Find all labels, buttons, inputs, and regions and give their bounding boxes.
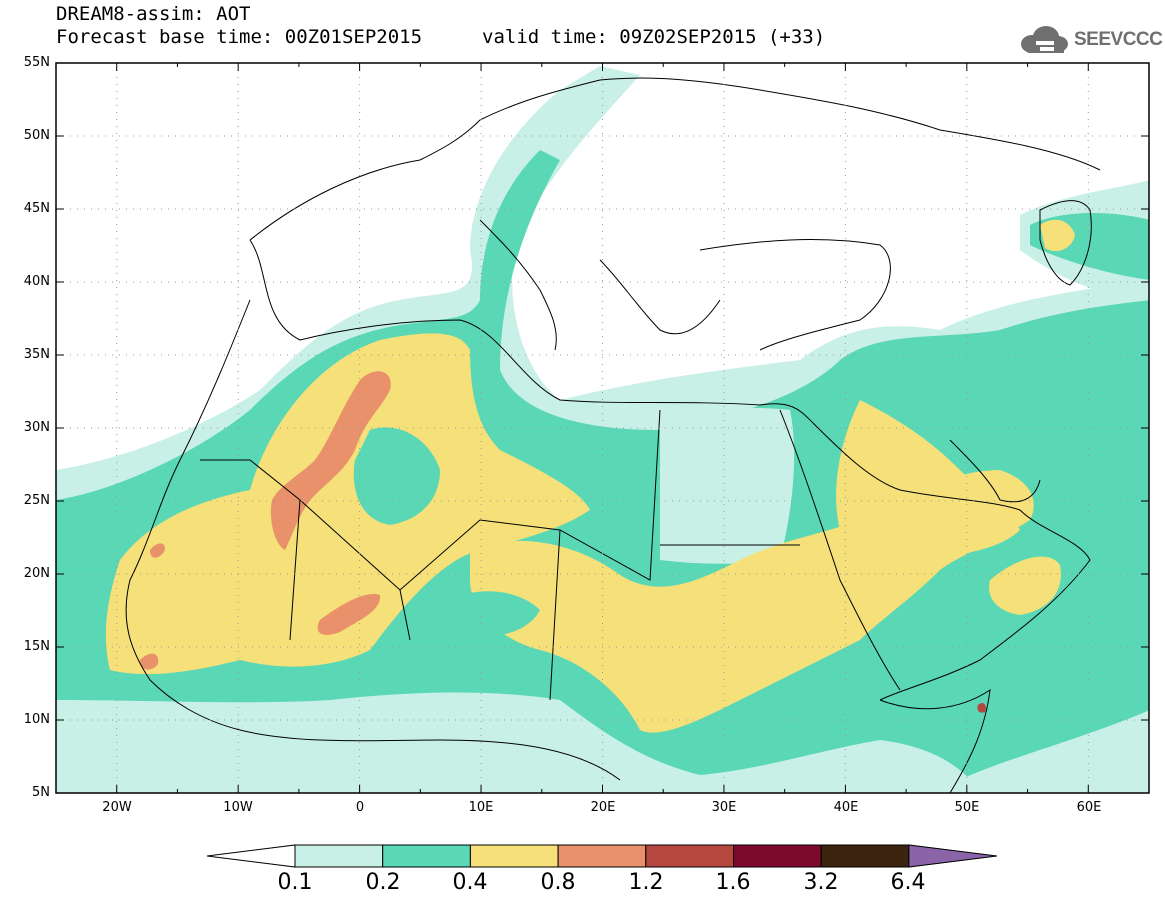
lon-label: 10E — [468, 800, 494, 815]
colorbar-label: 1.2 — [628, 870, 664, 895]
aot-clear-patch-2 — [450, 591, 540, 637]
lat-label: 15N — [23, 639, 50, 654]
border-africa-2 — [289, 499, 800, 701]
aot-band-0.4-caspian — [1040, 219, 1075, 252]
lon-label: 10W — [223, 800, 253, 815]
border-africa-1 — [200, 409, 661, 591]
valid-time: valid time: 09Z02SEP2015 (+33) — [482, 26, 826, 48]
colorbar-swatch — [469, 844, 559, 868]
lon-label: 30E — [711, 800, 737, 815]
coastlines — [125, 77, 1101, 793]
aot-band-0.4-arabia — [836, 400, 1020, 560]
colorbar-swatch — [294, 844, 384, 868]
lon-label: 40E — [833, 800, 859, 815]
aot-clear-patch — [353, 427, 440, 525]
colorbar-swatch — [557, 844, 647, 868]
colorbar-label: 6.4 — [890, 870, 926, 895]
lon-label: 0 — [355, 800, 365, 815]
coast-europe — [249, 77, 1101, 241]
lon-label: 50E — [954, 800, 980, 815]
colorbar-swatch — [382, 844, 471, 868]
coast-greece — [599, 259, 721, 335]
seevccc-logo: SEEVCCC — [1018, 22, 1163, 58]
coast-persiangulf — [949, 439, 1041, 503]
forecast-base-time: Forecast base time: 00Z01SEP2015 — [56, 26, 423, 48]
aot-clear-egypt — [660, 408, 795, 564]
lat-label: 55N — [23, 55, 50, 70]
lat-label: 10N — [23, 712, 50, 727]
aot-band-0.8-senegal — [140, 653, 159, 670]
lat-label: 50N — [23, 128, 50, 143]
colorbar-swatch — [820, 844, 910, 868]
coast-italy — [479, 219, 557, 351]
colorbar-label: 1.6 — [715, 870, 751, 895]
coast-iberia-africa — [249, 239, 811, 421]
colorbar-label: 0.4 — [452, 870, 488, 895]
lat-label: 30N — [23, 420, 50, 435]
colorbar-label: 0.2 — [365, 870, 401, 895]
lat-label: 5N — [32, 785, 50, 800]
lat-label: 20N — [23, 566, 50, 581]
lat-label: 45N — [23, 201, 50, 216]
colorbar-label: 0.8 — [540, 870, 576, 895]
lon-label: 20E — [590, 800, 616, 815]
colorbar-swatch — [645, 844, 734, 868]
colorbar-swatch — [733, 844, 822, 868]
aot-band-0.8-mauritania — [150, 543, 165, 558]
coast-caspian — [1039, 200, 1092, 286]
coast-westafrica — [125, 299, 621, 781]
axis-ticks — [55, 62, 1150, 794]
aot-clear-sahel — [56, 692, 980, 793]
coast-turkey — [699, 239, 891, 351]
colorbar — [206, 844, 997, 868]
lat-label: 25N — [23, 493, 50, 508]
coast-arabia — [809, 419, 1091, 701]
aot-band-0.8-algeria — [270, 371, 391, 550]
colorbar-under-arrow — [206, 844, 296, 868]
colorbar-over-arrow — [908, 844, 997, 868]
lon-label: 60E — [1076, 800, 1102, 815]
colorbar-label: 3.2 — [803, 870, 839, 895]
cloud-icon — [1021, 26, 1068, 53]
coast-redsea — [779, 409, 901, 691]
aot-band-0.4-west — [105, 333, 591, 675]
lon-label: 20W — [102, 800, 132, 815]
colorbar-label: 0.1 — [277, 870, 313, 895]
aot-field — [56, 66, 1149, 793]
aot-band-0.8-mali — [317, 594, 381, 635]
aot-band-1.2-somalia — [977, 702, 986, 713]
grid-lines — [56, 63, 1149, 793]
map-title: DREAM8-assim: AOT — [56, 3, 251, 25]
aot-band-0.4-oman — [989, 556, 1061, 615]
lat-label: 35N — [23, 347, 50, 362]
brand-text: SEEVCCC — [1074, 29, 1163, 50]
lat-label: 40N — [23, 274, 50, 289]
